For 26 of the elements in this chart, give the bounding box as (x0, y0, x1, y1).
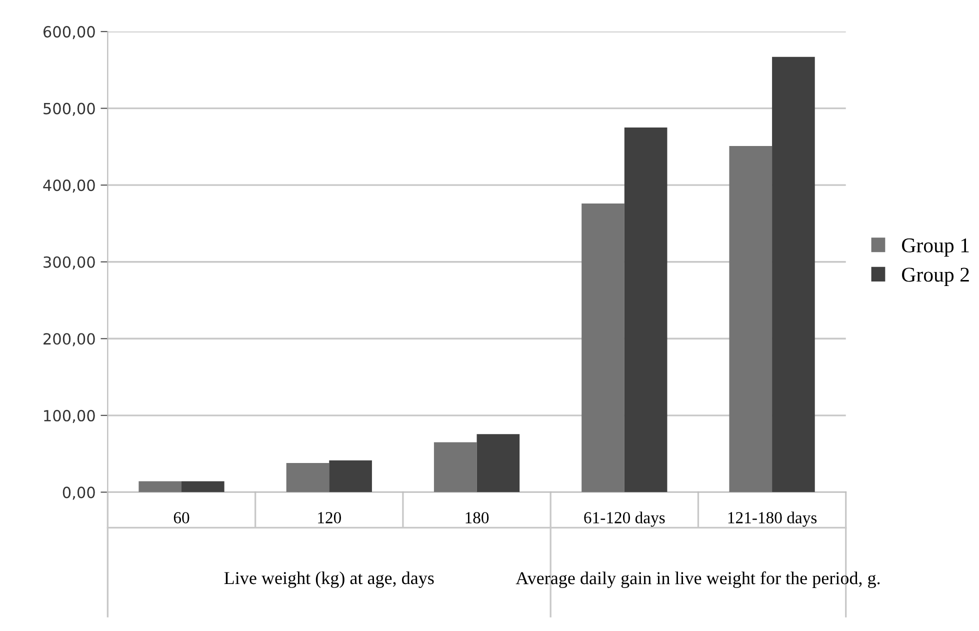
x-tick-label: 61-120 days (584, 512, 665, 527)
x-tick-label: 180 (466, 512, 489, 524)
y-tick-label: 500,00 (44, 102, 95, 116)
y-tick-label: 0,00 (62, 486, 95, 500)
bar (286, 463, 330, 492)
bar (182, 481, 224, 492)
x-tick-label: 121-180 days (728, 512, 817, 527)
bar (582, 204, 624, 492)
y-tick-label: 400,00 (43, 180, 95, 193)
x-tick-label: 120 (318, 512, 342, 524)
bar (624, 128, 668, 492)
y-tick-label: 300,00 (44, 256, 95, 270)
bar (476, 434, 520, 492)
y-tick-label: 200,00 (44, 333, 95, 346)
legend-label: Group 1 (902, 238, 969, 257)
text: Average daily gain in live weight for the period, g. (516, 571, 880, 588)
bar (434, 442, 477, 492)
x-tick-label: 60 (174, 512, 190, 524)
bar (772, 56, 815, 492)
bar (729, 146, 772, 492)
bar (329, 460, 372, 492)
y-tick-label: 600,00 (43, 26, 95, 40)
bar (138, 481, 182, 492)
y-tick-label: 100,00 (44, 410, 95, 423)
legend-label: Group 2 (902, 268, 969, 286)
text: Live weight (kg) at age, days (224, 571, 434, 588)
